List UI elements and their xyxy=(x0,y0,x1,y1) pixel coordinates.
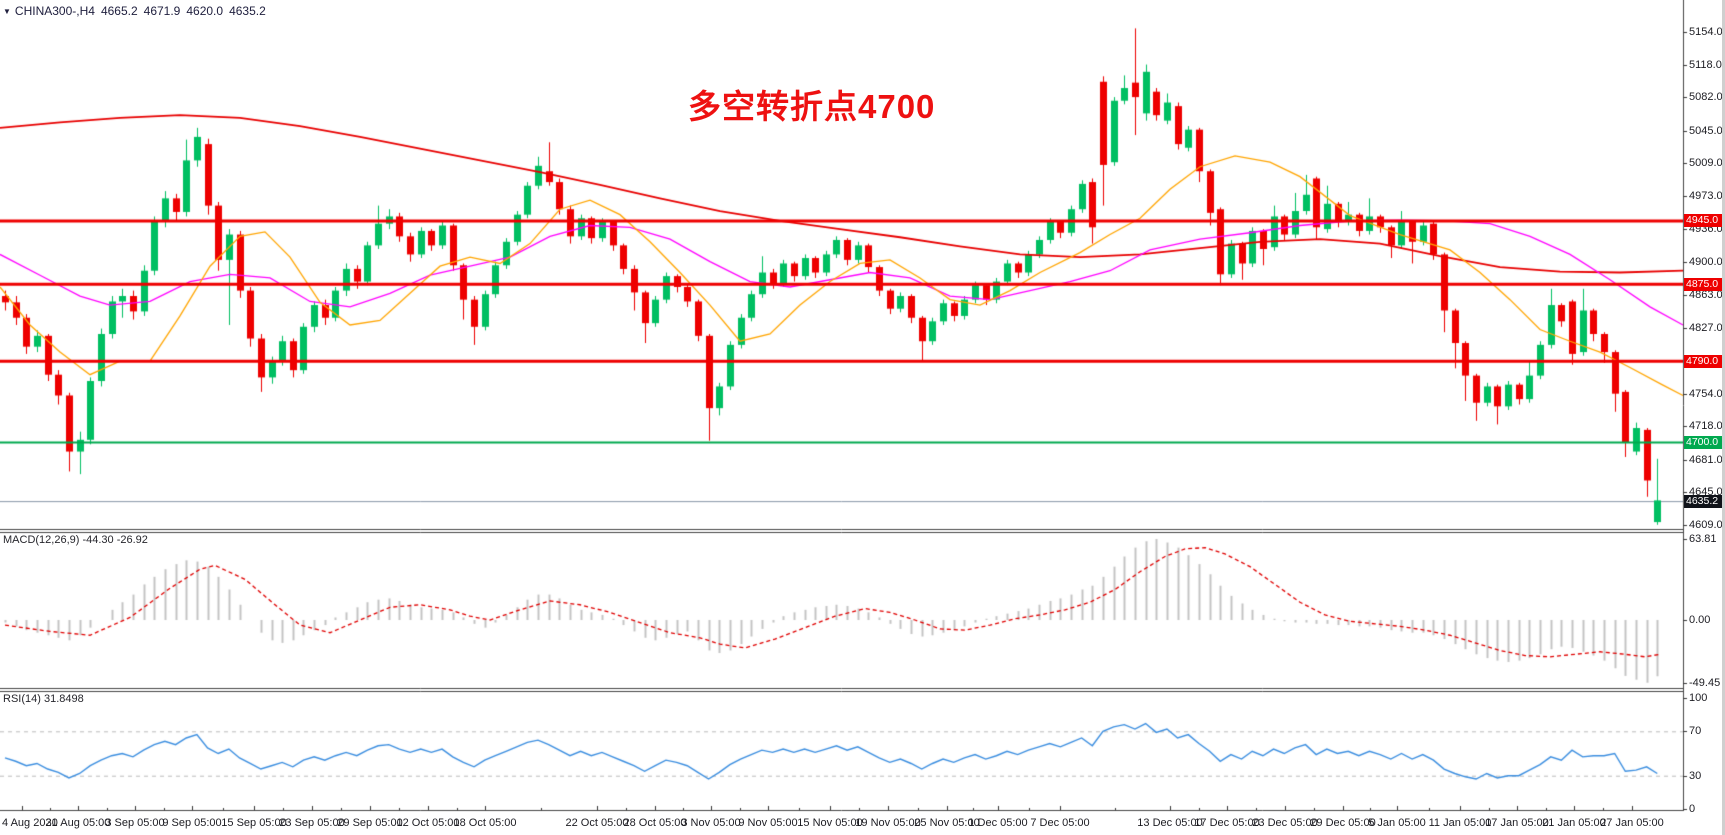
price-axis-label: 4718.0 xyxy=(1689,420,1723,433)
price-axis-label: 5045.0 xyxy=(1689,124,1723,137)
macd-axis-label: 63.81 xyxy=(1689,532,1717,545)
macd-label: MACD(12,26,9) -44.30 -26.92 xyxy=(3,534,148,546)
time-axis-label: 23 Dec 05:00 xyxy=(1252,817,1318,829)
low-value: 4620.0 xyxy=(186,4,224,18)
window-edge-strip xyxy=(1722,0,1725,835)
time-axis-label: 21 Jan 05:00 xyxy=(1542,817,1606,829)
macd-axis-label: 0.00 xyxy=(1689,614,1711,626)
time-axis-label: 15 Nov 05:00 xyxy=(797,817,863,829)
time-axis-label: 29 Sep 05:00 xyxy=(337,817,403,829)
price-axis-label: 4863.0 xyxy=(1689,289,1723,302)
price-axis-label: 4754.0 xyxy=(1689,387,1723,400)
ohlc-header: ▼ CHINA300-,H4 4665.2 4671.9 4620.0 4635.2 xyxy=(3,4,272,18)
time-axis-label: 7 Dec 05:00 xyxy=(1030,817,1090,829)
rsi-axis-label: 70 xyxy=(1689,725,1702,738)
time-axis-label: 9 Sep 05:00 xyxy=(162,817,222,829)
price-axis-label: 5082.0 xyxy=(1689,91,1723,104)
time-axis-label: 15 Sep 05:00 xyxy=(221,817,287,829)
rsi-axis-label: 30 xyxy=(1689,769,1702,782)
price-axis-label: 5009.0 xyxy=(1689,157,1723,170)
high-value: 4671.9 xyxy=(143,4,181,18)
symbol-period-label: CHINA300-,H4 xyxy=(14,4,95,18)
time-axis-label: 30 Aug 05:00 xyxy=(45,817,111,829)
time-axis-label: 25 Nov 05:00 xyxy=(914,817,980,829)
macd-axis-label: -49.45 xyxy=(1689,676,1721,689)
time-axis-label: 22 Oct 05:00 xyxy=(565,817,629,829)
trend-annotation: 多空转折点4700 xyxy=(688,88,936,125)
time-axis-label: 17 Jan 05:00 xyxy=(1485,817,1549,829)
time-axis-label: 5 Jan 05:00 xyxy=(1368,817,1426,829)
price-axis-label: 4827.0 xyxy=(1689,321,1723,334)
price-line-tag: 4875.0 xyxy=(1684,277,1725,291)
time-axis-label: 11 Jan 05:00 xyxy=(1428,817,1492,829)
price-axis-label: 4900.0 xyxy=(1689,255,1723,268)
time-axis-label: 19 Nov 05:00 xyxy=(855,817,921,829)
time-axis-label: 28 Oct 05:00 xyxy=(623,817,687,829)
price-axis-label: 4681.0 xyxy=(1689,453,1723,466)
current-price-tag: 4635.2 xyxy=(1684,494,1725,508)
time-axis-label: 23 Sep 05:00 xyxy=(279,817,345,829)
time-axis-label: 29 Dec 05:00 xyxy=(1310,817,1376,829)
price-axis-label: 5118.0 xyxy=(1689,58,1722,71)
price-line-tag: 4700.0 xyxy=(1684,436,1725,449)
time-axis-label: 4 Aug 2021 xyxy=(2,817,58,829)
rsi-axis-label: 0 xyxy=(1689,803,1696,815)
price-axis-label: 4973.0 xyxy=(1689,189,1723,202)
time-axis-label: 9 Nov 05:00 xyxy=(738,817,798,829)
time-axis-label: 12 Oct 05:00 xyxy=(396,817,460,829)
close-value: 4635.2 xyxy=(229,4,266,18)
price-line-tag: 4790.0 xyxy=(1684,354,1725,368)
price-axis-label: 5154.0 xyxy=(1689,26,1723,38)
open-value: 4665.2 xyxy=(100,4,138,18)
time-axis-label: 3 Sep 05:00 xyxy=(105,817,165,829)
rsi-axis-label: 100 xyxy=(1689,692,1708,704)
price-axis-label: 4609.0 xyxy=(1689,518,1723,531)
time-axis-label: 13 Dec 05:00 xyxy=(1137,817,1203,829)
chevron-down-icon: ▼ xyxy=(3,7,11,16)
time-axis-label: 17 Dec 05:00 xyxy=(1194,817,1260,829)
time-axis-label: 18 Oct 05:00 xyxy=(453,817,517,829)
price-line-tag: 4945.0 xyxy=(1684,214,1725,228)
time-axis-label: 1 Dec 05:00 xyxy=(968,817,1028,829)
time-axis-label: 27 Jan 05:00 xyxy=(1600,817,1664,829)
time-axis-label: 3 Nov 05:00 xyxy=(681,817,741,829)
rsi-label: RSI(14) 31.8498 xyxy=(3,693,84,705)
